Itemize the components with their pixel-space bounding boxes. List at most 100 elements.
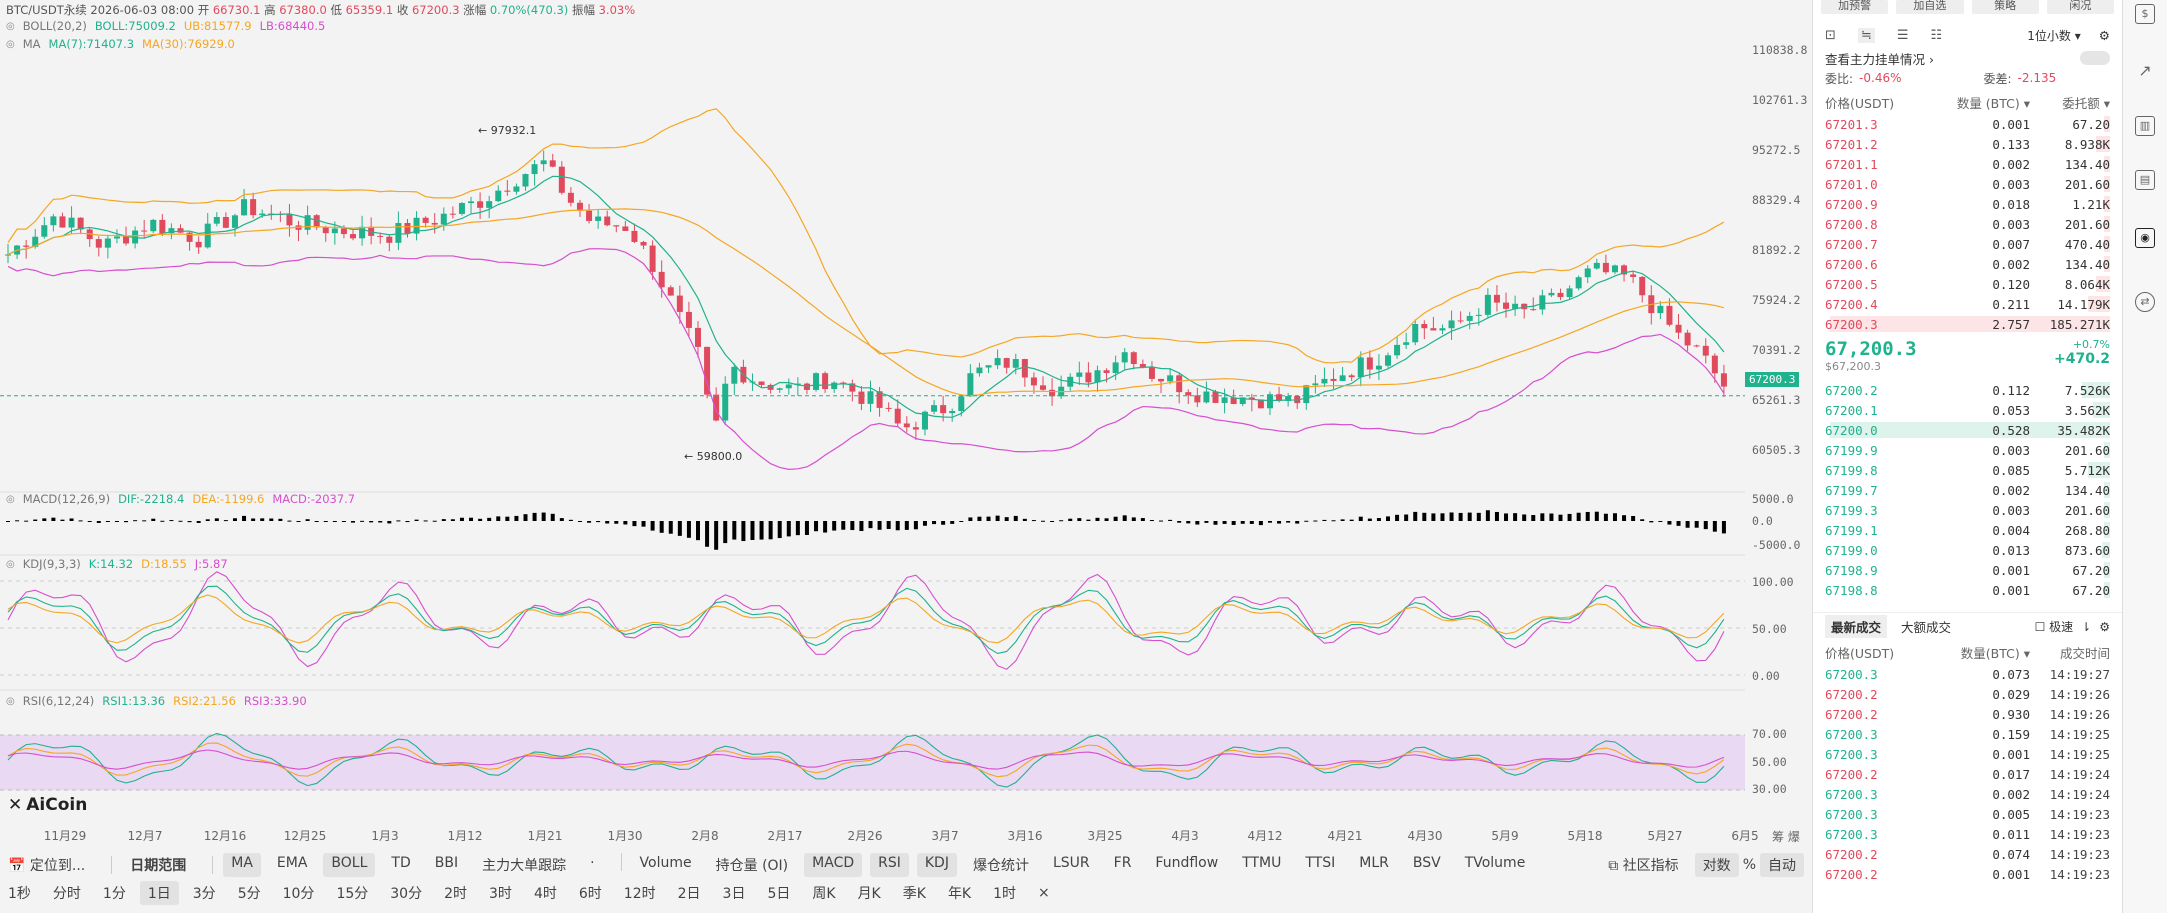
bid-row[interactable]: 67200.0 0.528 35.482K — [1813, 420, 2122, 440]
main-order-row[interactable]: 查看主力挂单情况 › — [1813, 48, 2122, 68]
interval-21[interactable]: 1时 — [993, 886, 1017, 902]
indicator-9[interactable]: MACD — [804, 853, 863, 877]
robot-icon[interactable]: ◉ — [2135, 228, 2155, 248]
interval-1[interactable]: 分时 — [52, 886, 81, 902]
indicator-6[interactable]: · — [590, 855, 595, 871]
interval-20[interactable]: 年K — [947, 886, 972, 902]
total-select[interactable]: 委托额 ▾ — [2062, 95, 2110, 111]
interval-2[interactable]: 1分 — [102, 886, 126, 902]
ask-row[interactable]: 67200.4 0.211 14.179K — [1813, 294, 2122, 314]
ask-row[interactable]: 67200.6 0.002 134.40 — [1813, 254, 2122, 274]
indicator-19[interactable]: BSV — [1412, 855, 1441, 871]
tab-large-trades[interactable]: 大额成交 — [1901, 620, 1952, 635]
panel-button-1[interactable]: 加自选 — [1896, 0, 1964, 14]
date-range-button[interactable]: 日期范围 — [130, 858, 187, 874]
ask-row[interactable]: 67200.8 0.003 201.60 — [1813, 214, 2122, 234]
eye-icon[interactable]: ◎ — [6, 558, 15, 570]
ask-row[interactable]: 67200.9 0.018 1.21K — [1813, 194, 2122, 214]
interval-17[interactable]: 周K — [812, 886, 836, 902]
indicator-16[interactable]: TTMU — [1242, 855, 1282, 871]
community-indicator-button[interactable]: ⧉ 社区指标 — [1608, 858, 1679, 874]
chart-area[interactable]: BTC/USDT永续 2026-06-03 08:00 开 66730.1 高 … — [0, 0, 1812, 913]
orderbook-asks-icon[interactable]: ☷ — [1930, 27, 1943, 43]
bid-row[interactable]: 67199.3 0.003 201.60 — [1813, 500, 2122, 520]
dollar-icon[interactable]: $ — [2135, 4, 2155, 24]
tab-latest-trades[interactable]: 最新成交 — [1825, 615, 1888, 638]
bid-row[interactable]: 67199.8 0.085 5.712K — [1813, 460, 2122, 480]
trend-icon[interactable]: ↗ — [2138, 61, 2152, 80]
interval-5[interactable]: 5分 — [237, 886, 261, 902]
fast-checkbox[interactable]: ☐ 极速 — [2034, 620, 2074, 634]
indicator-1[interactable]: EMA — [276, 855, 308, 871]
interval-11[interactable]: 4时 — [533, 886, 557, 902]
interval-8[interactable]: 30分 — [390, 886, 423, 902]
indicator-5[interactable]: 主力大单跟踪 — [482, 858, 567, 874]
ask-row[interactable]: 67201.0 0.003 201.60 — [1813, 174, 2122, 194]
main-order-toggle[interactable] — [2080, 51, 2110, 65]
interval-10[interactable]: 3时 — [489, 886, 512, 902]
chart-icon[interactable]: ▥ — [2135, 116, 2155, 136]
bid-row[interactable]: 67199.9 0.003 201.60 — [1813, 440, 2122, 460]
interval-12[interactable]: 6时 — [578, 886, 602, 902]
bid-row[interactable]: 67200.2 0.112 7.526K — [1813, 380, 2122, 400]
settings-icon[interactable]: ⚙ — [2098, 27, 2110, 43]
eye-icon[interactable]: ◎ — [6, 493, 15, 505]
bid-row[interactable]: 67199.1 0.004 268.80 — [1813, 520, 2122, 540]
interval-4[interactable]: 3分 — [192, 886, 216, 902]
calendar-icon[interactable]: ▤ — [2135, 170, 2155, 190]
indicator-3[interactable]: TD — [391, 855, 411, 871]
bid-row[interactable]: 67199.7 0.002 134.40 — [1813, 480, 2122, 500]
indicator-0[interactable]: MA — [223, 853, 261, 877]
axis-corner[interactable]: 筹 爆 — [1772, 830, 1800, 844]
ask-row[interactable]: 67200.5 0.120 8.064K — [1813, 274, 2122, 294]
trade-settings-icon[interactable]: ⚙ — [2099, 619, 2110, 634]
interval-6[interactable]: 10分 — [282, 886, 315, 902]
indicator-15[interactable]: Fundflow — [1155, 855, 1219, 871]
orderbook-both-icon[interactable]: ⊡ — [1825, 27, 1836, 43]
percent-toggle[interactable]: % — [1742, 857, 1756, 873]
interval-7[interactable]: 15分 — [336, 886, 369, 902]
ask-row[interactable]: 67201.3 0.001 67.20 — [1813, 114, 2122, 134]
indicator-2[interactable]: BOLL — [323, 853, 376, 877]
indicator-17[interactable]: TTSI — [1305, 855, 1336, 871]
eye-icon[interactable]: ◎ — [6, 20, 15, 32]
indicator-14[interactable]: FR — [1113, 855, 1132, 871]
trade-qty-select[interactable]: 数量(BTC) ▾ — [1960, 645, 2030, 661]
indicator-11[interactable]: KDJ — [916, 853, 957, 877]
ask-row[interactable]: 67201.1 0.002 134.40 — [1813, 154, 2122, 174]
filter-icon[interactable]: ⇂ — [2081, 619, 2092, 634]
indicator-10[interactable]: RSI — [870, 853, 909, 877]
ask-row[interactable]: 67201.2 0.133 8.938K — [1813, 134, 2122, 154]
interval-3[interactable]: 1日 — [139, 881, 179, 905]
indicator-20[interactable]: TVolume — [1464, 855, 1526, 871]
bid-row[interactable]: 67198.9 0.001 67.20 — [1813, 560, 2122, 580]
interval-9[interactable]: 2时 — [444, 886, 468, 902]
orderbook-split-icon[interactable]: ≒ — [1857, 27, 1875, 43]
bid-row[interactable]: 67200.1 0.053 3.562K — [1813, 400, 2122, 420]
kline-chart[interactable] — [0, 0, 1812, 850]
interval-14[interactable]: 2日 — [677, 886, 701, 902]
panel-button-0[interactable]: 加预警 — [1821, 0, 1889, 14]
auto-toggle[interactable]: 自动 — [1760, 853, 1804, 877]
interval-19[interactable]: 季K — [902, 886, 926, 902]
indicator-18[interactable]: MLR — [1359, 855, 1389, 871]
indicator-12[interactable]: 爆仓统计 — [972, 858, 1029, 874]
ask-row[interactable]: 67200.7 0.007 470.40 — [1813, 234, 2122, 254]
panel-button-3[interactable]: 闲况 — [2046, 0, 2114, 14]
exchange-icon[interactable]: ⇄ — [2135, 292, 2155, 312]
interval-13[interactable]: 12时 — [623, 886, 656, 902]
indicator-13[interactable]: LSUR — [1052, 855, 1090, 871]
bid-row[interactable]: 67199.0 0.013 873.60 — [1813, 540, 2122, 560]
orderbook-bids-icon[interactable]: ☰ — [1896, 27, 1909, 43]
locate-button[interactable]: 📅 定位到... — [8, 858, 86, 874]
interval-15[interactable]: 3日 — [722, 886, 746, 902]
indicator-8[interactable]: 持仓量 (OI) — [715, 858, 789, 874]
log-toggle[interactable]: 对数 — [1694, 853, 1739, 877]
ask-row[interactable]: 67200.3 2.757 185.271K — [1813, 314, 2122, 334]
indicator-4[interactable]: BBI — [434, 855, 459, 871]
indicator-7[interactable]: Volume — [639, 855, 692, 871]
interval-16[interactable]: 5日 — [767, 886, 791, 902]
qty-unit-select[interactable]: 数量 (BTC) ▾ — [1956, 95, 2030, 111]
eye-icon[interactable]: ◎ — [6, 695, 15, 707]
interval-22[interactable]: × — [1038, 885, 1050, 901]
